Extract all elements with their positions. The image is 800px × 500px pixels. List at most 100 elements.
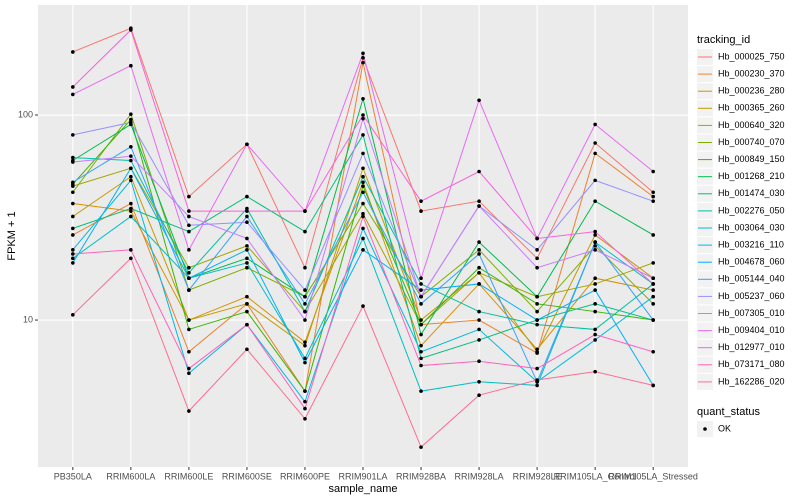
data-point (187, 223, 191, 228)
data-point (187, 271, 191, 275)
data-point (187, 248, 191, 252)
data-point (129, 144, 133, 149)
data-point (187, 214, 191, 219)
data-point (361, 113, 365, 117)
legend-label: Hb_000236_280 (718, 86, 785, 96)
data-point (187, 366, 191, 371)
data-point (71, 50, 75, 54)
data-point (593, 276, 597, 280)
data-point (361, 151, 365, 156)
legend-label: Hb_004678_060 (718, 257, 785, 267)
data-point (245, 261, 249, 265)
data-point (361, 56, 365, 60)
data-point (129, 112, 133, 116)
data-point (535, 236, 539, 241)
legend-label: Hb_001268_210 (718, 171, 785, 181)
data-point (129, 248, 133, 252)
legend-label: Hb_000740_070 (718, 137, 785, 147)
data-point (477, 338, 481, 342)
data-point (477, 252, 481, 256)
data-point (187, 276, 191, 280)
data-point (419, 276, 423, 280)
x-tick-label: RRIM105LA_Stressed (608, 471, 698, 481)
data-point (593, 240, 597, 244)
data-point (535, 350, 539, 354)
data-point (593, 244, 597, 248)
plot-area (71, 26, 655, 449)
data-point (535, 248, 539, 252)
data-point (361, 211, 365, 216)
data-point (303, 229, 307, 234)
data-point (129, 214, 133, 219)
data-point (419, 294, 423, 299)
data-point (361, 304, 365, 308)
data-point (477, 282, 481, 286)
data-point (535, 378, 539, 382)
x-tick-label: RRIM600LA (106, 471, 155, 481)
data-point (245, 194, 249, 199)
data-point (477, 379, 481, 384)
data-point (245, 220, 249, 225)
data-point (419, 318, 423, 322)
data-point (303, 389, 307, 393)
data-point (361, 184, 365, 188)
data-point (129, 206, 133, 211)
data-point (593, 332, 597, 337)
data-point (187, 288, 191, 292)
data-point (361, 201, 365, 206)
data-point (593, 151, 597, 156)
x-tick-label: RRIM928BA (396, 471, 446, 481)
data-point (477, 309, 481, 314)
data-point (361, 236, 365, 241)
data-point (71, 252, 75, 256)
data-point (303, 356, 307, 361)
y-tick-label: 100 (18, 109, 33, 119)
data-point (593, 229, 597, 234)
data-point (129, 158, 133, 163)
data-point (419, 199, 423, 203)
data-point (651, 282, 655, 286)
legend-label: Hb_001474_030 (718, 188, 785, 198)
data-point (593, 248, 597, 252)
data-point (187, 327, 191, 332)
data-point (593, 288, 597, 292)
data-point (71, 155, 75, 160)
legend-label: Hb_003064_030 (718, 222, 785, 232)
data-point (245, 302, 249, 306)
data-point (419, 343, 423, 348)
data-point (71, 190, 75, 195)
data-point (245, 206, 249, 211)
x-tick-label: RRIM928LE (513, 471, 562, 481)
data-point (651, 318, 655, 322)
data-point (245, 309, 249, 314)
data-point (303, 309, 307, 314)
data-point (593, 233, 597, 237)
legend-label: Hb_000849_150 (718, 154, 785, 164)
data-point (651, 350, 655, 354)
data-point (477, 318, 481, 322)
data-point (535, 256, 539, 261)
data-point (419, 356, 423, 361)
data-point (477, 265, 481, 270)
data-point (651, 276, 655, 280)
x-tick-label: RRIM600LE (164, 471, 213, 481)
data-point (651, 294, 655, 299)
x-tick-label: RRIM901LA (338, 471, 387, 481)
data-point (361, 174, 365, 179)
x-tick-label: RRIM928LA (455, 471, 504, 481)
data-point (303, 318, 307, 322)
data-point (303, 406, 307, 411)
data-point (651, 190, 655, 195)
legend-label: Hb_000025_750 (718, 51, 785, 61)
legend-label: Hb_009404_010 (718, 325, 785, 335)
data-point (245, 236, 249, 241)
data-point (245, 256, 249, 261)
data-point (361, 166, 365, 171)
legend-label: Hb_012977_010 (718, 342, 785, 352)
data-point (361, 226, 365, 231)
data-point (361, 214, 365, 219)
data-point (593, 122, 597, 127)
data-point (477, 327, 481, 332)
legend2-label: OK (718, 423, 731, 433)
